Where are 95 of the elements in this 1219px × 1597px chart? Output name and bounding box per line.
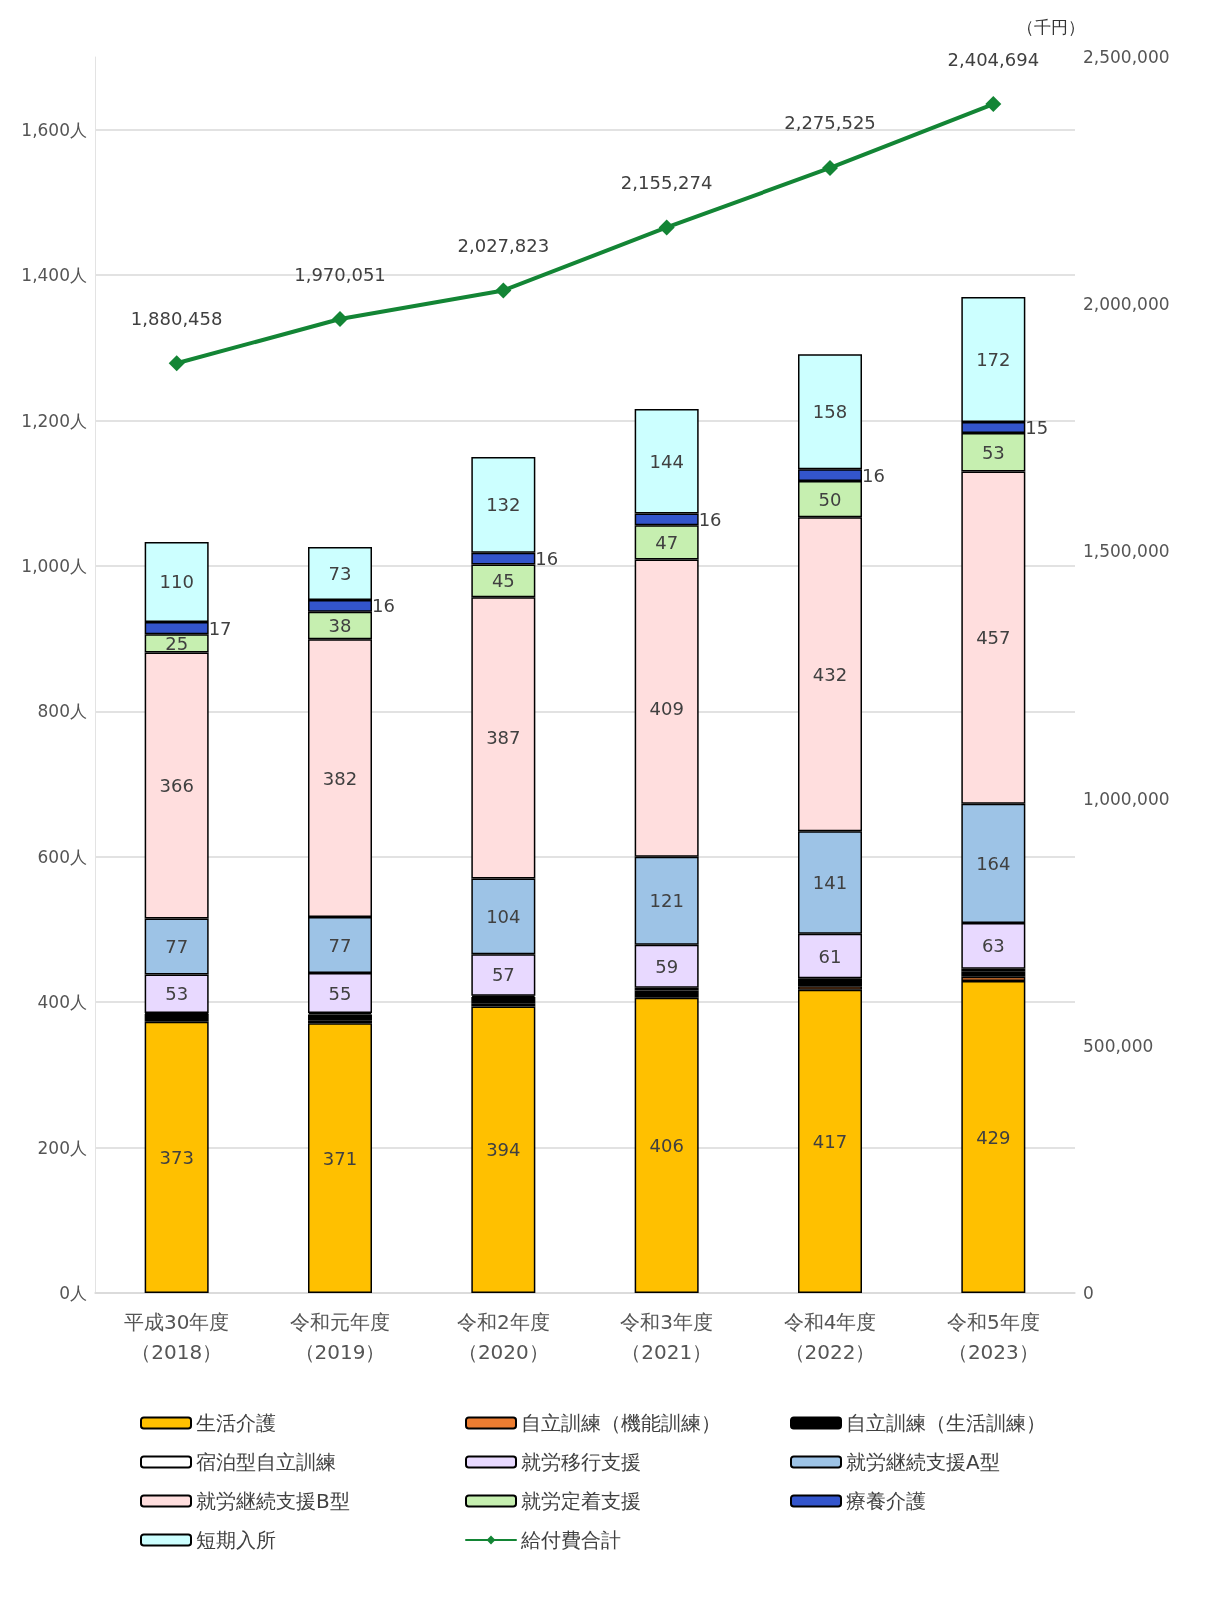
data-label: 38 xyxy=(328,615,352,637)
bar xyxy=(798,989,862,1293)
x-tick-label: 令和3年度（2021） xyxy=(620,1310,714,1364)
data-label: 73 xyxy=(328,563,352,585)
data-label: 409 xyxy=(649,697,684,719)
bar xyxy=(961,981,1026,1293)
bar xyxy=(308,1023,372,1293)
data-label: 16 xyxy=(372,595,395,617)
data-label: 104 xyxy=(486,905,521,927)
x-tick-label: 令和元年度（2019） xyxy=(290,1310,390,1364)
y2-tick-label: 1,000,000 xyxy=(1083,788,1170,809)
legend-label: 就労継続支援A型 xyxy=(846,1450,1000,1474)
data-label: 61 xyxy=(818,945,842,967)
legend-label: 就労定着支援 xyxy=(521,1489,641,1513)
data-label: 17 xyxy=(208,617,232,639)
point xyxy=(332,311,348,328)
legend-label: 自立訓練（生活訓練） xyxy=(846,1411,1046,1435)
data-label: 50 xyxy=(818,488,842,510)
data-label: 121 xyxy=(649,890,684,912)
x-tick-label: 平成30年度（2018） xyxy=(123,1310,230,1364)
data-label: 429 xyxy=(976,1126,1011,1148)
bar xyxy=(798,981,862,987)
data-label: 63 xyxy=(981,935,1005,957)
bar xyxy=(634,997,699,1293)
y-tick-label: 800人 xyxy=(37,701,87,722)
bar xyxy=(634,990,699,995)
legend-label: 生活介護 xyxy=(196,1411,276,1435)
data-label: 373 xyxy=(159,1146,194,1168)
data-label: 2,275,525 xyxy=(784,112,876,134)
y-tick-label: 1,200人 xyxy=(21,410,87,431)
data-label: 47 xyxy=(655,531,679,553)
data-label: 387 xyxy=(486,727,521,749)
data-label: 406 xyxy=(649,1134,684,1156)
point xyxy=(822,159,838,176)
data-label: 366 xyxy=(159,775,194,797)
y-tick-label: 400人 xyxy=(37,992,87,1013)
point xyxy=(658,219,675,236)
data-label: 382 xyxy=(322,767,358,789)
bar xyxy=(961,971,1026,977)
data-label: 16 xyxy=(862,464,885,486)
legend-label: 自立訓練（機能訓練） xyxy=(521,1411,721,1435)
point xyxy=(495,282,512,299)
data-label: 15 xyxy=(1025,416,1049,438)
data-label: 110 xyxy=(159,571,194,593)
y2-tick-label: 1,500,000 xyxy=(1083,541,1170,562)
point xyxy=(168,355,185,372)
data-label: 1,880,458 xyxy=(130,307,223,329)
legend-label: 療養介護 xyxy=(846,1489,926,1513)
data-label: 16 xyxy=(698,508,722,530)
data-label: 172 xyxy=(976,348,1011,370)
y-tick-label: 0人 xyxy=(59,1283,87,1303)
y-tick-label: 1,000人 xyxy=(21,555,87,576)
point xyxy=(985,96,1002,113)
y-tick-label: 600人 xyxy=(37,846,87,867)
legend-label: 就労移行支援 xyxy=(521,1450,641,1474)
data-label: 77 xyxy=(328,934,352,956)
y-tick-label: 200人 xyxy=(37,1137,87,1158)
data-label: 25 xyxy=(165,632,189,654)
y2-tick-label: 2,000,000 xyxy=(1083,294,1170,315)
y-tick-label: 1,600人 xyxy=(21,119,87,140)
data-label: 45 xyxy=(491,570,515,592)
data-label: 57 xyxy=(491,964,515,986)
bar xyxy=(471,1006,536,1293)
data-label: 164 xyxy=(976,852,1011,874)
data-label: 141 xyxy=(812,872,848,894)
data-label: 1,970,051 xyxy=(294,263,386,285)
data-label: 2,027,823 xyxy=(457,234,550,256)
data-label: 77 xyxy=(165,936,189,958)
x-tick-label: 令和2年度（2020） xyxy=(456,1310,550,1364)
y2-tick-label: 0 xyxy=(1083,1283,1094,1303)
y2-axis-title: （千円） xyxy=(1017,16,1085,37)
legend-label: 短期入所 xyxy=(196,1528,276,1552)
data-label: 158 xyxy=(812,401,848,423)
data-label: 55 xyxy=(328,982,352,1004)
y-tick-label: 1,400人 xyxy=(21,265,87,286)
data-label: 371 xyxy=(322,1147,358,1169)
data-label: 144 xyxy=(649,450,684,472)
data-label: 59 xyxy=(655,955,679,977)
y2-tick-label: 500,000 xyxy=(1083,1035,1154,1056)
data-label: 2,404,694 xyxy=(947,48,1040,70)
data-label: 53 xyxy=(981,441,1005,463)
data-label: 457 xyxy=(976,627,1011,649)
x-tick-label: 令和5年度（2023） xyxy=(946,1310,1040,1364)
y2-tick-label: 2,500,000 xyxy=(1083,47,1170,67)
data-label: 53 xyxy=(165,983,189,1005)
legend-label: 給付費合計 xyxy=(520,1528,621,1552)
x-tick-label: 令和4年度（2022） xyxy=(783,1310,877,1364)
data-label: 432 xyxy=(812,663,848,685)
data-label: 417 xyxy=(812,1130,848,1152)
data-label: 16 xyxy=(535,548,559,570)
data-label: 2,155,274 xyxy=(620,171,713,193)
data-label: 394 xyxy=(486,1139,521,1161)
legend-label: 宿泊型自立訓練 xyxy=(196,1450,336,1474)
legend-label: 就労継続支援B型 xyxy=(196,1489,350,1513)
data-label: 132 xyxy=(486,494,521,516)
